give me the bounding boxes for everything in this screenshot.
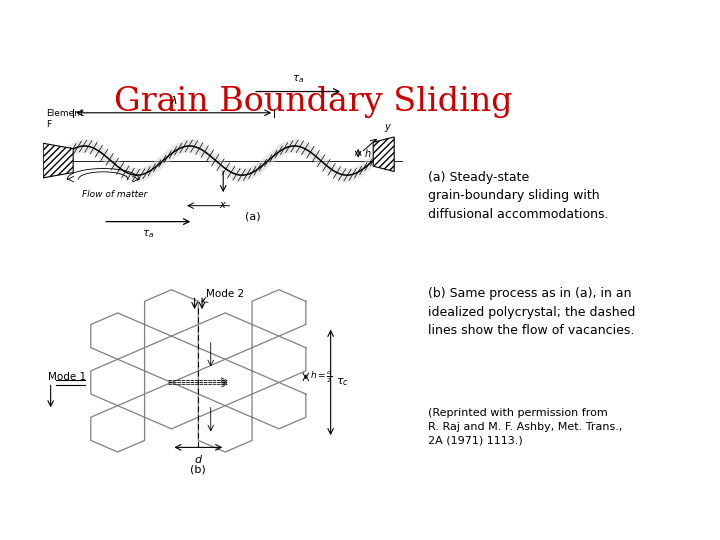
Text: Element: Element: [46, 109, 84, 118]
Text: $h = \frac{d}{2}$: $h = \frac{d}{2}$: [310, 369, 333, 385]
Text: $\tau_a$: $\tau_a$: [142, 228, 154, 240]
Text: $\tau_a$: $\tau_a$: [292, 73, 305, 85]
Text: Grain Boundary Sliding: Grain Boundary Sliding: [114, 85, 513, 118]
Text: $\tau_c$: $\tau_c$: [336, 376, 348, 388]
Text: Mode 2: Mode 2: [206, 289, 244, 299]
Text: (b): (b): [190, 464, 206, 474]
Polygon shape: [373, 137, 395, 172]
Text: (Reprinted with permission from
R. Raj and M. F. Ashby, Met. Trans.,
2A (1971) 1: (Reprinted with permission from R. Raj a…: [428, 408, 622, 446]
Text: (b) Same process as in (a), in an
idealized polycrystal; the dashed
lines show t: (b) Same process as in (a), in an ideali…: [428, 287, 635, 338]
Text: F: F: [46, 120, 51, 129]
Polygon shape: [43, 143, 73, 178]
Text: (a) Steady-state
grain-boundary sliding with
diffusional accommodations.: (a) Steady-state grain-boundary sliding …: [428, 171, 608, 221]
Text: Flow of matter: Flow of matter: [82, 190, 148, 199]
Text: $h$: $h$: [364, 147, 372, 159]
Text: $y$: $y$: [384, 122, 392, 134]
Text: $d$: $d$: [194, 453, 203, 465]
Text: $\lambda$: $\lambda$: [170, 94, 178, 106]
Text: (a): (a): [246, 212, 261, 221]
Text: Mode 1: Mode 1: [48, 372, 86, 382]
Text: $x$: $x$: [219, 200, 228, 211]
